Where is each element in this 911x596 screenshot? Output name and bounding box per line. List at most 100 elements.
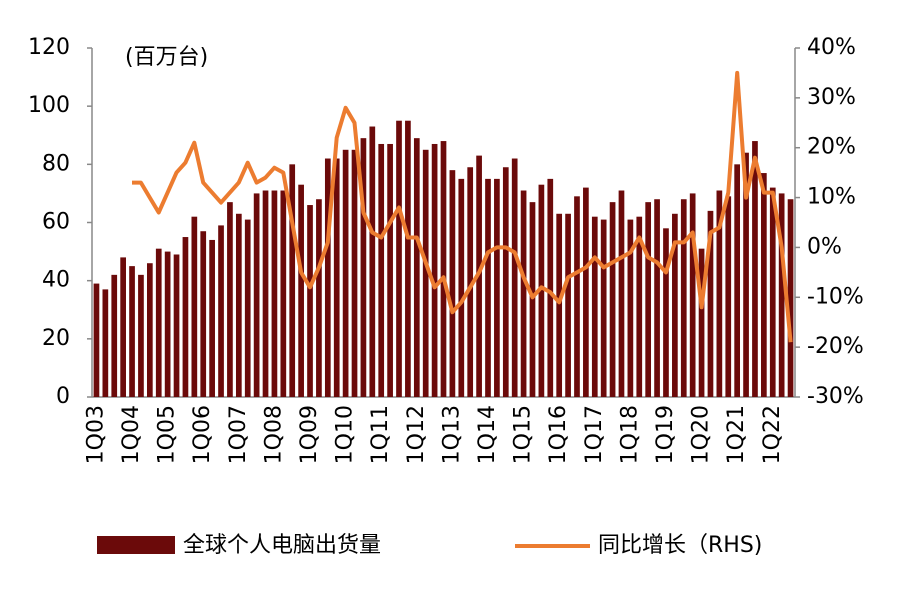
- bar: [494, 178, 500, 397]
- x-tick-label: 1Q08: [261, 405, 286, 464]
- bar: [405, 120, 411, 397]
- bar: [387, 143, 393, 397]
- bar: [787, 199, 794, 397]
- bar: [182, 237, 189, 397]
- bar: [342, 149, 349, 397]
- bar: [565, 213, 571, 397]
- bar: [298, 184, 304, 397]
- x-tick-label: 1Q18: [617, 405, 642, 464]
- y2-tick-label: -10%: [807, 284, 864, 309]
- bar: [102, 289, 109, 397]
- bar: [209, 239, 215, 397]
- x-tick-label: 1Q15: [511, 405, 536, 464]
- bar: [369, 126, 376, 398]
- bar: [431, 143, 438, 397]
- bar: [253, 193, 260, 397]
- bar: [511, 158, 518, 397]
- bar: [93, 283, 100, 397]
- bar: [574, 196, 580, 397]
- bar: [244, 219, 251, 397]
- line: [132, 70, 793, 343]
- unit-label: (百万台): [125, 45, 208, 70]
- bar: [467, 167, 474, 397]
- x-tick-label: 1Q22: [760, 405, 785, 464]
- x-tick-label: 1Q17: [582, 405, 607, 464]
- bar: [440, 141, 447, 397]
- bar: [351, 149, 358, 397]
- y2-tick-label: 30%: [807, 85, 856, 110]
- bar: [227, 202, 233, 397]
- bar: [173, 254, 180, 397]
- bar: [138, 274, 144, 397]
- bar: [680, 199, 687, 397]
- bar: [609, 202, 616, 397]
- bar: [146, 263, 153, 397]
- x-tick-label: 1Q19: [653, 405, 678, 464]
- y-tick-label: 80: [42, 151, 70, 176]
- bar: [591, 216, 598, 397]
- bar: [761, 173, 767, 397]
- bar: [707, 210, 714, 397]
- bar: [218, 225, 224, 397]
- bar: [547, 178, 554, 397]
- bar: [449, 170, 456, 397]
- y2-tick-label: 0%: [807, 234, 842, 259]
- x-tick-label: 1Q06: [190, 405, 215, 464]
- bar: [663, 228, 669, 397]
- bar: [280, 190, 287, 397]
- legend-label: 同比增长（RHS): [598, 533, 762, 558]
- bar: [164, 251, 171, 397]
- bar: [636, 216, 643, 397]
- bar: [396, 120, 402, 397]
- y-tick-label: 20: [42, 326, 70, 351]
- bar: [316, 199, 322, 397]
- bar: [458, 178, 465, 397]
- x-tick-label: 1Q05: [155, 405, 180, 464]
- bar: [778, 193, 785, 397]
- bar: [627, 219, 634, 397]
- y-tick-label: 0: [56, 384, 70, 409]
- bar: [333, 158, 340, 397]
- bar: [600, 219, 607, 397]
- x-tick-label: 1Q03: [83, 405, 108, 464]
- bar: [485, 178, 491, 397]
- bar: [752, 141, 758, 397]
- bar: [654, 199, 660, 397]
- legend-swatch: [97, 536, 175, 554]
- legend-label: 全球个人电脑出货量: [183, 533, 381, 558]
- bar: [422, 149, 429, 397]
- x-tick-label: 1Q11: [368, 405, 393, 464]
- bar: [262, 190, 269, 397]
- bar: [502, 167, 509, 397]
- bar: [360, 138, 367, 398]
- bar: [618, 190, 625, 397]
- bar: [520, 190, 527, 397]
- bar: [698, 248, 705, 397]
- x-tick-label: 1Q04: [119, 405, 144, 464]
- y2-tick-label: -30%: [807, 384, 864, 409]
- bar: [672, 213, 678, 397]
- bar: [413, 138, 420, 398]
- y2-tick-label: 10%: [807, 185, 856, 210]
- bar: [111, 274, 118, 397]
- x-tick-label: 1Q14: [475, 405, 500, 464]
- x-tick-label: 1Q16: [546, 405, 571, 464]
- y2-tick-label: 20%: [807, 135, 856, 160]
- bar: [743, 152, 749, 397]
- y2-tick-label: 40%: [807, 35, 856, 60]
- bar: [378, 143, 385, 397]
- bar: [529, 202, 536, 397]
- bar: [734, 164, 741, 397]
- bar: [289, 164, 296, 397]
- bar: [200, 231, 207, 397]
- y-tick-label: 40: [42, 268, 70, 293]
- y-tick-label: 100: [28, 93, 70, 118]
- bar: [307, 205, 313, 397]
- x-tick-label: 1Q09: [297, 405, 322, 464]
- bar: [716, 190, 723, 397]
- bar: [271, 190, 278, 397]
- bar: [155, 248, 162, 397]
- x-tick-label: 1Q12: [404, 405, 429, 464]
- bar: [769, 187, 776, 397]
